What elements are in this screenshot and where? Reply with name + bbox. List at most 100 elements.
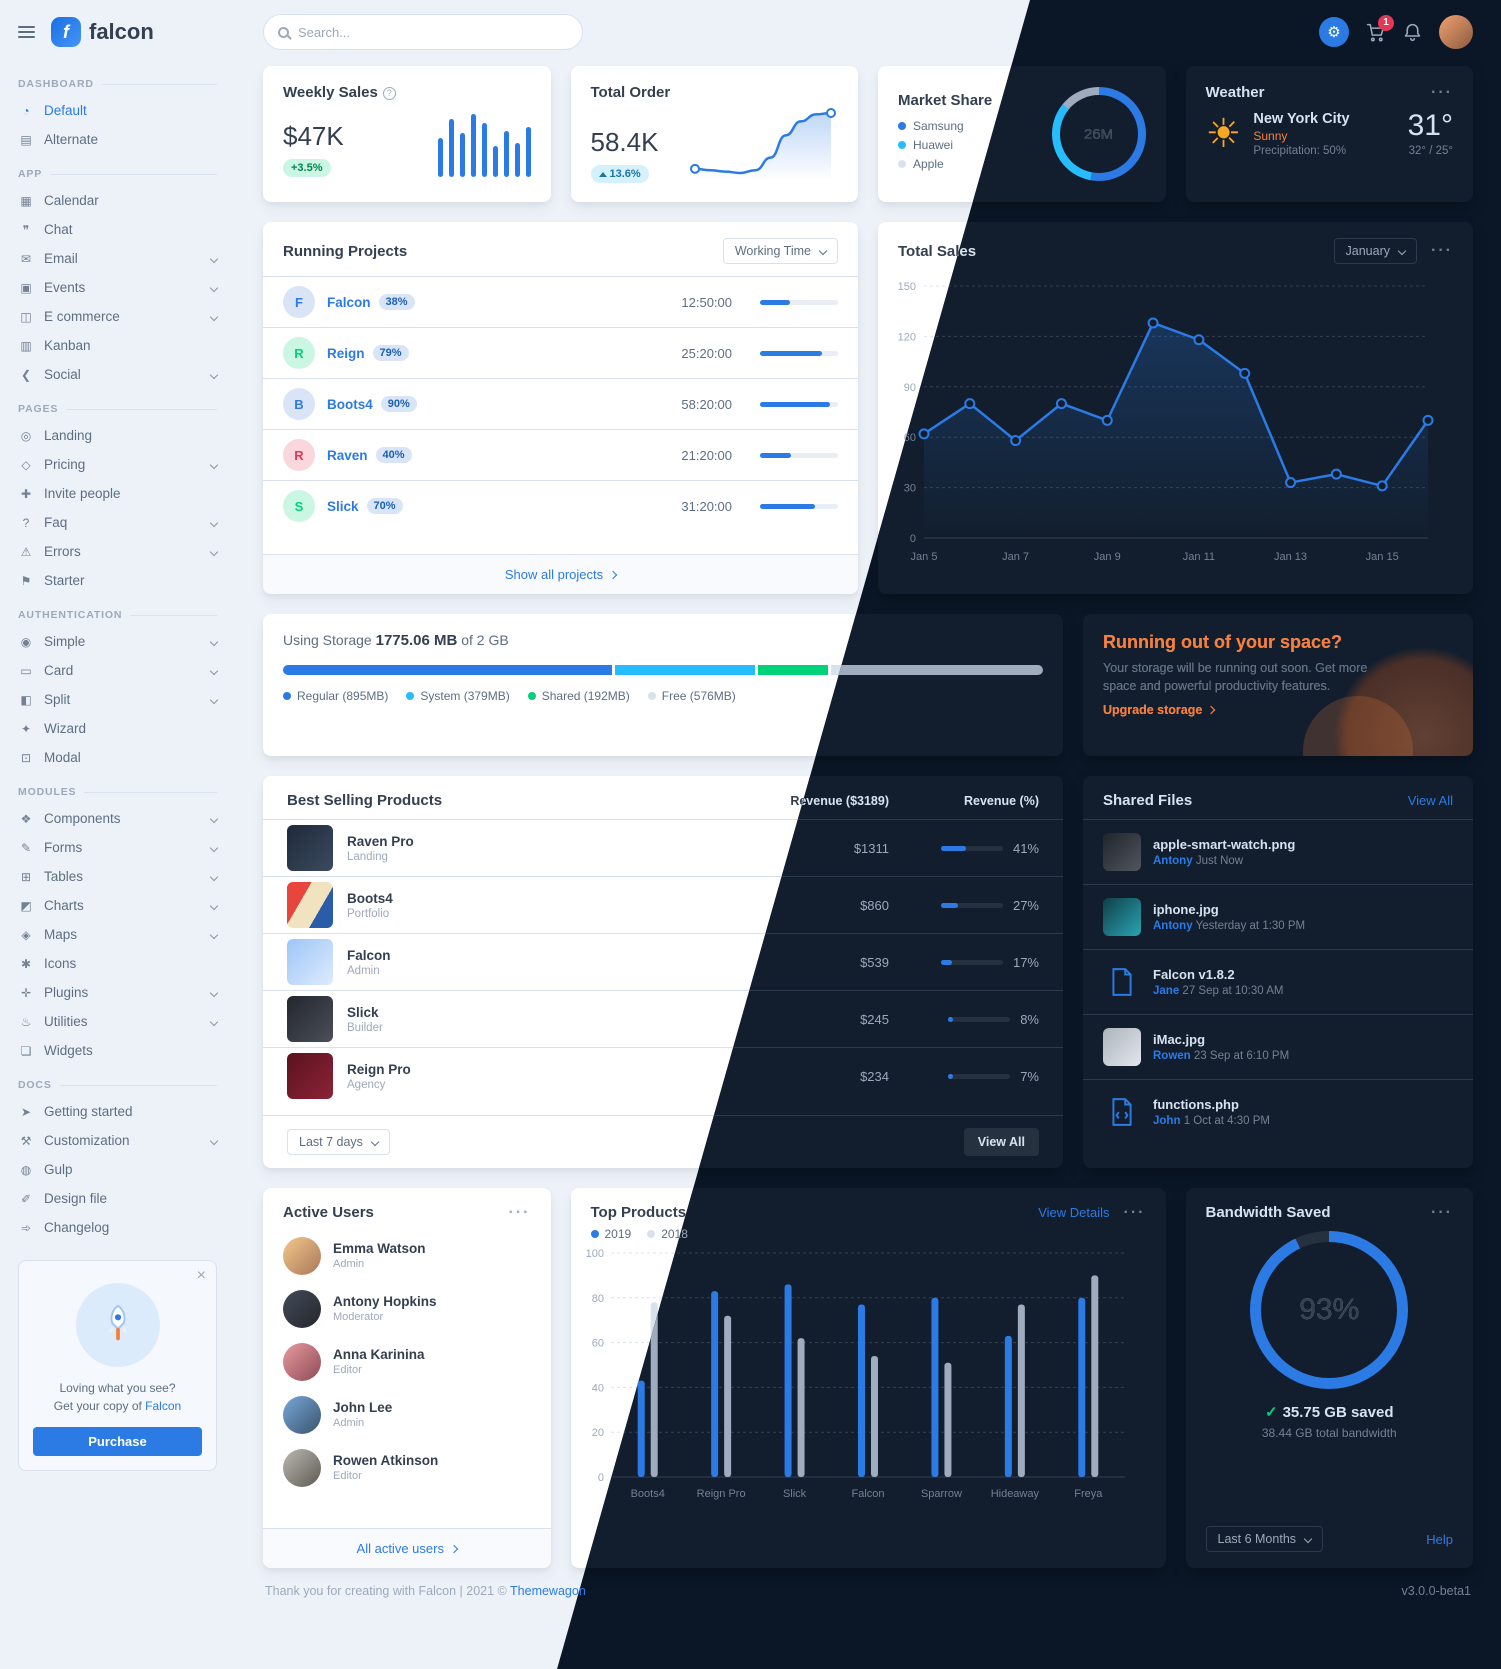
product-category-link[interactable]: Agency xyxy=(347,1078,386,1091)
sidebar-item-starter[interactable]: ⚑Starter xyxy=(18,566,217,595)
user-name-link[interactable]: Rowen Atkinson xyxy=(333,1453,439,1468)
upgrade-storage-link[interactable]: Upgrade storage xyxy=(1103,703,1216,717)
project-name-link[interactable]: Slick xyxy=(327,498,359,514)
view-details-link[interactable]: View Details xyxy=(1038,1205,1110,1220)
sidebar-item-customization[interactable]: ⚒Customization xyxy=(18,1126,219,1155)
sidebar-item-errors[interactable]: ⚠Errors xyxy=(18,537,219,566)
sidebar-item-widgets[interactable]: ❏Widgets xyxy=(18,1036,217,1065)
view-all-button[interactable]: View All xyxy=(963,1128,1039,1156)
weather-range: 32° / 25° xyxy=(1408,145,1453,157)
sidebar-item-modal[interactable]: ⊡Modal xyxy=(18,743,217,772)
purchase-button[interactable]: Purchase xyxy=(33,1427,202,1456)
working-time-dropdown[interactable]: Working Time xyxy=(722,238,838,264)
storage-used: 1775.06 MB xyxy=(375,632,458,649)
all-active-users-link[interactable]: All active users xyxy=(263,1528,551,1568)
settings-gear-button[interactable]: ⚙ xyxy=(1319,17,1349,47)
menu-toggle-button[interactable] xyxy=(18,26,35,38)
sidebar-item-alternate[interactable]: ▤Alternate xyxy=(18,125,217,154)
sidebar-item-kanban[interactable]: ▥Kanban xyxy=(18,331,217,360)
product-name-link[interactable]: Boots4 xyxy=(347,890,393,906)
file-name-link[interactable]: iphone.jpg xyxy=(1153,902,1219,917)
sidebar-item-calendar[interactable]: ▦Calendar xyxy=(18,186,217,215)
sidebar-item-wizard[interactable]: ✦Wizard xyxy=(18,714,217,743)
card-menu-button[interactable] xyxy=(1431,248,1453,254)
info-icon[interactable]: ? xyxy=(382,86,396,100)
product-name-link[interactable]: Falcon xyxy=(347,947,391,963)
view-all-link[interactable]: View All xyxy=(1407,793,1453,808)
sidebar-item-card[interactable]: ▭Card xyxy=(18,656,219,685)
sidebar-item-landing[interactable]: ◎Landing xyxy=(18,421,217,450)
file-user-link[interactable]: John xyxy=(1153,1115,1181,1127)
sidebar-item-forms[interactable]: ✎Forms xyxy=(18,833,219,862)
sidebar-item-email[interactable]: ✉Email xyxy=(18,244,219,273)
month-dropdown[interactable]: January xyxy=(1333,238,1418,264)
sidebar-item-getting-started[interactable]: ➤Getting started xyxy=(18,1097,217,1126)
card-menu-button[interactable] xyxy=(509,1210,531,1216)
file-user-link[interactable]: Antony xyxy=(1153,920,1193,932)
sidebar-item-split[interactable]: ◧Split xyxy=(18,685,219,714)
help-link[interactable]: Help xyxy=(1426,1531,1453,1547)
card-menu-button[interactable] xyxy=(1431,90,1453,96)
file-user-link[interactable]: Rowen xyxy=(1153,1050,1191,1062)
show-all-projects-link[interactable]: Show all projects xyxy=(263,554,858,594)
sidebar-item-chat[interactable]: ❞Chat xyxy=(18,215,217,244)
product-name-link[interactable]: Raven Pro xyxy=(347,833,414,849)
falcon-link[interactable]: Falcon xyxy=(145,1399,182,1413)
sidebar-item-social[interactable]: ❮Social xyxy=(18,360,219,389)
product-category-link[interactable]: Landing xyxy=(347,850,388,863)
file-name-link[interactable]: apple-smart-watch.png xyxy=(1153,837,1296,852)
sidebar-item-tables[interactable]: ⊞Tables xyxy=(18,862,219,891)
file-name-link[interactable]: Falcon v1.8.2 xyxy=(1153,967,1235,982)
product-name-link[interactable]: Reign Pro xyxy=(347,1061,411,1077)
sidebar-item-invite-people[interactable]: ✚Invite people xyxy=(18,479,217,508)
card-menu-button[interactable] xyxy=(1124,1210,1146,1216)
product-category-link[interactable]: Builder xyxy=(347,1021,383,1034)
sidebar-item-utilities[interactable]: ♨Utilities xyxy=(18,1007,219,1036)
sidebar-item-simple[interactable]: ◉Simple xyxy=(18,627,219,656)
close-icon[interactable]: × xyxy=(196,1267,206,1284)
file-user-link[interactable]: Antony xyxy=(1153,855,1193,867)
project-name-link[interactable]: Falcon xyxy=(327,294,371,310)
card-menu-button[interactable] xyxy=(1431,1210,1453,1216)
sidebar-item-maps[interactable]: ◈Maps xyxy=(18,920,219,949)
file-name-link[interactable]: iMac.jpg xyxy=(1153,1032,1206,1047)
notifications-button[interactable] xyxy=(1402,22,1423,43)
file-name-link[interactable]: functions.php xyxy=(1153,1097,1239,1112)
storage-segment-system xyxy=(614,665,755,675)
sidebar-item-design-file[interactable]: ✐Design file xyxy=(18,1184,217,1213)
sidebar-item-charts[interactable]: ◩Charts xyxy=(18,891,219,920)
sidebar-item-icons[interactable]: ✱Icons xyxy=(18,949,217,978)
project-name-link[interactable]: Boots4 xyxy=(327,396,373,412)
last-7-days-dropdown[interactable]: Last 7 days xyxy=(287,1129,390,1155)
sidebar-item-pricing[interactable]: ◇Pricing xyxy=(18,450,219,479)
user-name-link[interactable]: John Lee xyxy=(333,1400,393,1415)
last-6-months-dropdown[interactable]: Last 6 Months xyxy=(1205,1526,1324,1552)
search-input[interactable] xyxy=(298,24,568,40)
product-name-link[interactable]: Slick xyxy=(347,1004,379,1020)
product-category-link[interactable]: Admin xyxy=(347,964,380,977)
sidebar-item-events[interactable]: ▣Events xyxy=(18,273,219,302)
weekly-sales-card: Weekly Sales? $47K +3.5% xyxy=(263,66,551,202)
user-name-link[interactable]: Anna Karinina xyxy=(333,1347,425,1362)
upgrade-storage-link[interactable]: Upgrade storage xyxy=(1103,703,1216,717)
project-name-link[interactable]: Raven xyxy=(327,447,368,463)
sidebar-item-faq[interactable]: ?Faq xyxy=(18,508,219,537)
sidebar-item-ecommerce[interactable]: ◫E commerce xyxy=(18,302,219,331)
user-avatar xyxy=(283,1236,321,1275)
project-name-link[interactable]: Reign xyxy=(327,345,365,361)
columns-icon: ◧ xyxy=(20,692,32,707)
user-name-link[interactable]: Antony Hopkins xyxy=(333,1294,437,1309)
sidebar-item-default[interactable]: ◔Default xyxy=(18,96,217,125)
user-name-link[interactable]: Emma Watson xyxy=(333,1241,426,1256)
search-box[interactable] xyxy=(263,14,583,50)
file-user-link[interactable]: Jane xyxy=(1153,985,1180,997)
sidebar-item-components[interactable]: ❖Components xyxy=(18,804,219,833)
cart-button[interactable]: 1 xyxy=(1365,14,1394,43)
sidebar-item-gulp[interactable]: ◍Gulp xyxy=(18,1155,217,1184)
themewagon-link[interactable]: Themewagon xyxy=(510,1584,586,1598)
user-avatar[interactable] xyxy=(1439,15,1473,49)
brand-logo[interactable]: f falcon xyxy=(51,17,154,47)
product-category-link[interactable]: Portfolio xyxy=(347,907,390,920)
sidebar-item-plugins[interactable]: ✛Plugins xyxy=(18,978,219,1007)
sidebar-item-changelog[interactable]: ➾Changelog xyxy=(18,1213,217,1242)
